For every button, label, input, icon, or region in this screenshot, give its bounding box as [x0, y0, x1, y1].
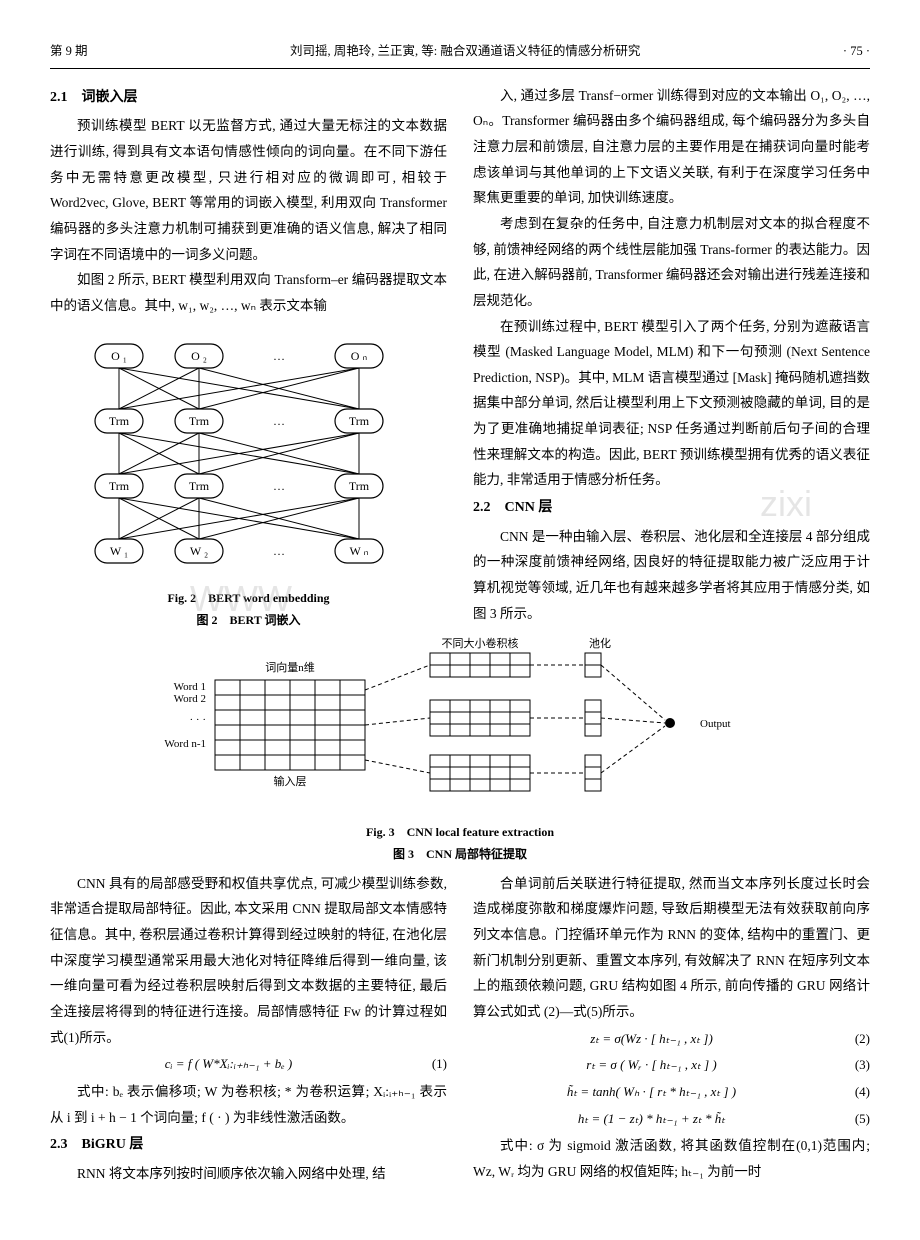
- section-2-2-title: 2.2 CNN 层: [473, 495, 870, 522]
- equation-1: cᵢ = f ( W*Xᵢ:ᵢ₊ₕ₋₁ + bₑ ) (1): [50, 1052, 447, 1077]
- eq2-num: (2): [830, 1027, 870, 1052]
- figure-2: O ₁ O ₂ … O ₙ Trm Trm … Trm Trm Trm … Tr…: [50, 326, 447, 629]
- page-header: 第 9 期 刘司摇, 周艳玲, 兰正寅, 等: 融合双通道语义特征的情感分析研究…: [50, 40, 870, 69]
- para-2-1-a: 预训练模型 BERT 以无监督方式, 通过大量无标注的文本数据进行训练, 得到具…: [50, 113, 447, 267]
- svg-text:O ₂: O ₂: [191, 349, 207, 363]
- equation-2: zₜ = σ(Wz · [ hₜ₋₁ , xₜ ]) (2): [473, 1027, 870, 1052]
- svg-text:…: …: [273, 349, 285, 363]
- svg-text:W ₙ: W ₙ: [349, 544, 368, 558]
- svg-text:Word 1: Word 1: [174, 681, 206, 693]
- svg-text:Trm: Trm: [348, 414, 369, 428]
- para-right-bot1: 合单词前后关联进行特征提取, 然而当文本序列长度过长时会造成梯度弥散和梯度爆炸问…: [473, 871, 870, 1025]
- svg-text:Word 2: Word 2: [174, 693, 206, 705]
- eq3-body: rₜ = σ ( Wᵣ · [ hₜ₋₁ , xₜ ] ): [473, 1053, 830, 1078]
- eq1-body: cᵢ = f ( W*Xᵢ:ᵢ₊ₕ₋₁ + bₑ ): [50, 1052, 407, 1077]
- upper-columns: 2.1 词嵌入层 预训练模型 BERT 以无监督方式, 通过大量无标注的文本数据…: [50, 83, 870, 629]
- para-2-1-b: 如图 2 所示, BERT 模型利用双向 Transform–er 编码器提取文…: [50, 267, 447, 318]
- para-eq-note: 式中: σ 为 sigmoid 激活函数, 将其函数值控制在(0,1)范围内; …: [473, 1133, 870, 1184]
- running-title: 刘司摇, 周艳玲, 兰正寅, 等: 融合双通道语义特征的情感分析研究: [290, 40, 640, 64]
- eq5-num: (5): [830, 1107, 870, 1132]
- fig2-caption-zh: 图 2 BERT 词嵌入: [50, 611, 447, 629]
- svg-text:W ₂: W ₂: [189, 544, 207, 558]
- left-column-lower: CNN 具有的局部感受野和权值共享优点, 可减少模型训练参数, 非常适合提取局部…: [50, 871, 447, 1187]
- right-column-upper: 入, 通过多层 Transf−ormer 训练得到对应的文本输出 O₁, O₂,…: [473, 83, 870, 629]
- svg-text:Trm: Trm: [188, 414, 209, 428]
- svg-text:词向量n维: 词向量n维: [265, 660, 315, 674]
- para-right-1: 入, 通过多层 Transf−ormer 训练得到对应的文本输出 O₁, O₂,…: [473, 83, 870, 211]
- svg-text:· · ·: · · ·: [190, 714, 207, 726]
- svg-text:Trm: Trm: [188, 479, 209, 493]
- left-column-upper: 2.1 词嵌入层 预训练模型 BERT 以无监督方式, 通过大量无标注的文本数据…: [50, 83, 447, 629]
- svg-text:O ₁: O ₁: [111, 349, 127, 363]
- svg-text:Output: Output: [700, 718, 731, 730]
- svg-text:输入层: 输入层: [274, 774, 307, 788]
- section-2-3-title: 2.3 BiGRU 层: [50, 1132, 447, 1159]
- svg-text:不同大小卷积核: 不同大小卷积核: [442, 636, 519, 650]
- para-cnn-a: CNN 具有的局部感受野和权值共享优点, 可减少模型训练参数, 非常适合提取局部…: [50, 871, 447, 1050]
- svg-text:…: …: [273, 414, 285, 428]
- para-2-2-a: CNN 是一种由输入层、卷积层、池化层和全连接层 4 部分组成的一种深度前馈神经…: [473, 524, 870, 627]
- svg-text:Trm: Trm: [108, 414, 129, 428]
- eq4-num: (4): [830, 1080, 870, 1105]
- equation-5: hₜ = (1 − zₜ) * hₜ₋₁ + zₜ * h̃ₜ (5): [473, 1107, 870, 1132]
- eq5-body: hₜ = (1 − zₜ) * hₜ₋₁ + zₜ * h̃ₜ: [473, 1107, 830, 1132]
- cnn-diagram: 不同大小卷积核 池化 词向量n维 Word 1 Word 2 · · · Wor…: [160, 635, 760, 810]
- svg-text:Trm: Trm: [108, 479, 129, 493]
- para-right-3: 在预训练过程中, BERT 模型引入了两个任务, 分别为遮蔽语言模型 (Mask…: [473, 314, 870, 493]
- equation-3: rₜ = σ ( Wᵣ · [ hₜ₋₁ , xₜ ] ) (3): [473, 1053, 870, 1078]
- svg-text:池化: 池化: [589, 636, 611, 650]
- fig3-caption-en: Fig. 3 CNN local feature extraction: [50, 823, 870, 841]
- svg-text:W ₁: W ₁: [109, 544, 127, 558]
- section-2-1-title: 2.1 词嵌入层: [50, 85, 447, 112]
- issue-number: 第 9 期: [50, 40, 88, 64]
- fig3-caption-zh: 图 3 CNN 局部特征提取: [50, 845, 870, 863]
- page-number: · 75 ·: [843, 40, 870, 64]
- right-column-lower: 合单词前后关联进行特征提取, 然而当文本序列长度过长时会造成梯度弥散和梯度爆炸问…: [473, 871, 870, 1187]
- fig2-caption-en: Fig. 2 BERT word embedding: [50, 589, 447, 607]
- eq4-body: h̃ₜ = tanh( Wₕ · [ rₜ * hₜ₋₁ , xₜ ] ): [473, 1080, 830, 1105]
- para-2-3-a: RNN 将文本序列按时间顺序依次输入网络中处理, 结: [50, 1161, 447, 1187]
- para-eq1-note: 式中: bₑ 表示偏移项; W 为卷积核; * 为卷积运算; Xᵢ:ᵢ₊ₕ₋₁ …: [50, 1079, 447, 1130]
- svg-text:Word n-1: Word n-1: [164, 738, 206, 750]
- svg-text:Trm: Trm: [348, 479, 369, 493]
- equation-4: h̃ₜ = tanh( Wₕ · [ rₜ * hₜ₋₁ , xₜ ] ) (4…: [473, 1080, 870, 1105]
- eq1-num: (1): [407, 1052, 447, 1077]
- lower-columns: CNN 具有的局部感受野和权值共享优点, 可减少模型训练参数, 非常适合提取局部…: [50, 871, 870, 1187]
- figure-3: 不同大小卷积核 池化 词向量n维 Word 1 Word 2 · · · Wor…: [50, 635, 870, 863]
- eq3-num: (3): [830, 1053, 870, 1078]
- para-right-2: 考虑到在复杂的任务中, 自注意力机制层对文本的拟合程度不够, 前馈神经网络的两个…: [473, 211, 870, 314]
- svg-text:…: …: [273, 544, 285, 558]
- svg-text:O ₙ: O ₙ: [350, 349, 367, 363]
- bert-diagram: O ₁ O ₂ … O ₙ Trm Trm … Trm Trm Trm … Tr…: [79, 326, 419, 576]
- eq2-body: zₜ = σ(Wz · [ hₜ₋₁ , xₜ ]): [473, 1027, 830, 1052]
- svg-text:…: …: [273, 479, 285, 493]
